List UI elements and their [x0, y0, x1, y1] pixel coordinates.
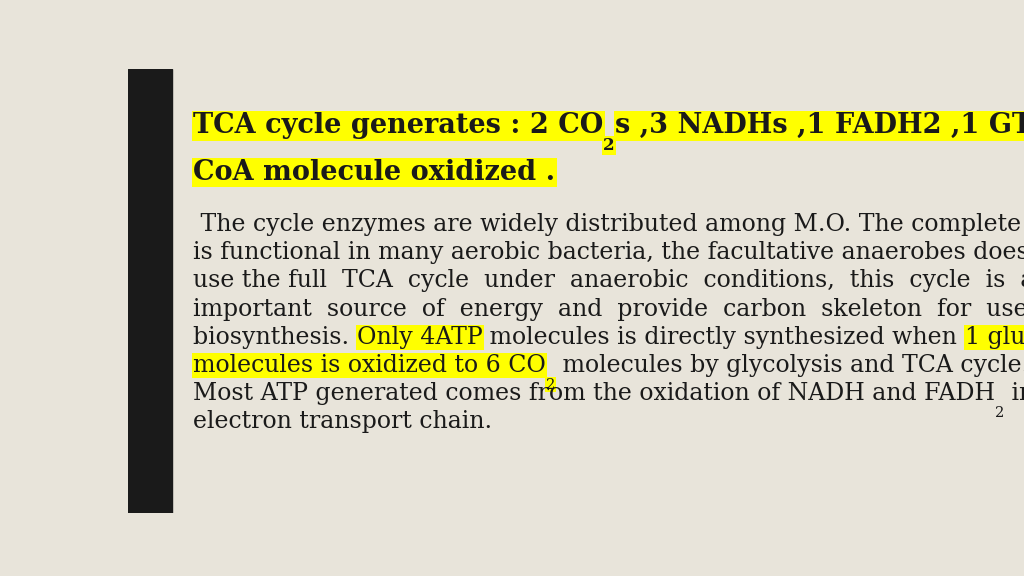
- Text: 2: 2: [995, 406, 1005, 420]
- Text: biosynthesis.: biosynthesis.: [194, 325, 356, 348]
- Text: is functional in many aerobic bacteria, the facultative anaerobes does not: is functional in many aerobic bacteria, …: [194, 241, 1024, 264]
- Text: molecules is oxidized to 6 CO: molecules is oxidized to 6 CO: [194, 354, 546, 377]
- Text: use the full  TCA  cycle  under  anaerobic  conditions,  this  cycle  is  an: use the full TCA cycle under anaerobic c…: [194, 270, 1024, 293]
- Text: 2: 2: [603, 137, 615, 154]
- Bar: [128, 69, 172, 513]
- Text: in the: in the: [1005, 382, 1024, 405]
- Text: 2: 2: [546, 378, 555, 392]
- Text: Only 4ATP: Only 4ATP: [356, 325, 482, 348]
- Text: 1 glucose: 1 glucose: [965, 325, 1024, 348]
- Text: TCA cycle generates : 2 CO: TCA cycle generates : 2 CO: [194, 112, 603, 139]
- Text: important  source  of  energy  and  provide  carbon  skeleton  for  use  in: important source of energy and provide c…: [194, 298, 1024, 321]
- Text: molecules by glycolysis and TCA cycle.: molecules by glycolysis and TCA cycle.: [555, 354, 1024, 377]
- Text: electron transport chain.: electron transport chain.: [194, 410, 493, 433]
- Text: s ,3 NADHs ,1 FADH2 ,1 GTP for each acetyl –: s ,3 NADHs ,1 FADH2 ,1 GTP for each acet…: [615, 112, 1024, 139]
- Text: Most ATP generated comes from the oxidation of NADH and FADH: Most ATP generated comes from the oxidat…: [194, 382, 995, 405]
- Text: CoA molecule oxidized .: CoA molecule oxidized .: [194, 159, 555, 186]
- Text: The cycle enzymes are widely distributed among M.O. The complete cycle: The cycle enzymes are widely distributed…: [194, 213, 1024, 236]
- Text: molecules is directly synthesized when: molecules is directly synthesized when: [482, 325, 965, 348]
